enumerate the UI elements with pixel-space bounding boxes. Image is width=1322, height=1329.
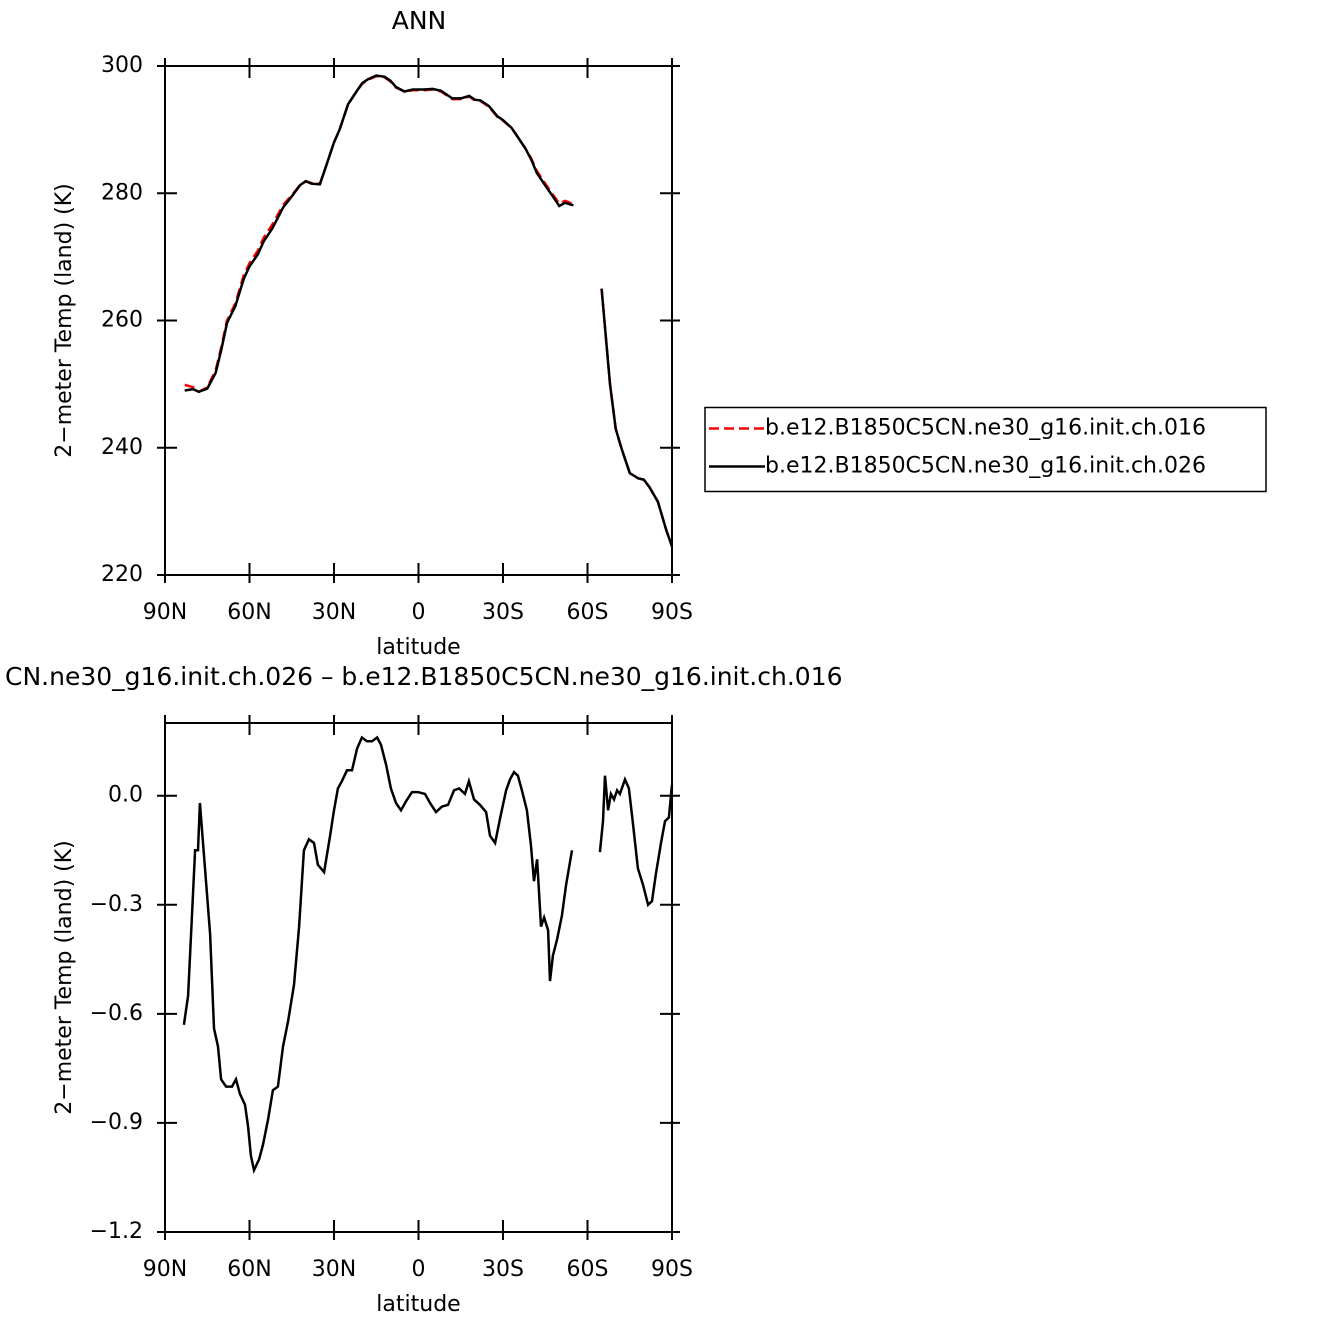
data-line [184,74,674,547]
y-tick-label: 300 [101,53,143,78]
x-tick-label: 60N [227,600,271,625]
x-tick-label: 90S [651,600,693,625]
data-line [184,74,674,547]
y-tick-label: 240 [101,435,143,460]
x-tick-label: 60S [567,1257,609,1282]
plot-frame [164,722,673,1233]
x-tick-label: 0 [412,600,426,625]
chart-title: ANN [392,6,447,35]
y-tick-label: −0.3 [90,892,143,917]
y-tick-label: −0.6 [90,1001,143,1026]
x-tick-label: 30S [482,600,524,625]
y-tick-label: 220 [101,562,143,587]
legend-label: b.e12.B1850C5CN.ne30_g16.init.ch.016 [765,416,1206,441]
x-tick-label: 60N [227,1257,271,1282]
legend-box [704,406,1267,493]
x-tick-label: 90N [143,600,187,625]
y-axis-label: 2−meter Temp (land) (K) [52,840,77,1114]
y-tick-label: −1.2 [90,1219,143,1244]
plot-frame [164,65,673,576]
x-tick-label: 30N [312,600,356,625]
y-tick-label: 0.0 [108,783,143,808]
x-axis-label: latitude [376,1292,460,1317]
data-line [182,735,674,1175]
x-tick-label: 90S [651,1257,693,1282]
y-tick-label: 280 [101,180,143,205]
x-tick-label: 90N [143,1257,187,1282]
x-tick-label: 0 [412,1257,426,1282]
x-axis-label: latitude [376,635,460,660]
y-tick-label: −0.9 [90,1110,143,1135]
y-tick-label: 260 [101,308,143,333]
x-tick-label: 60S [567,600,609,625]
y-axis-label: 2−meter Temp (land) (K) [52,183,77,457]
chart-title: CN.ne30_g16.init.ch.026 – b.e12.B1850C5C… [5,662,843,691]
x-tick-label: 30S [482,1257,524,1282]
x-tick-label: 30N [312,1257,356,1282]
legend-label: b.e12.B1850C5CN.ne30_g16.init.ch.026 [765,454,1206,479]
